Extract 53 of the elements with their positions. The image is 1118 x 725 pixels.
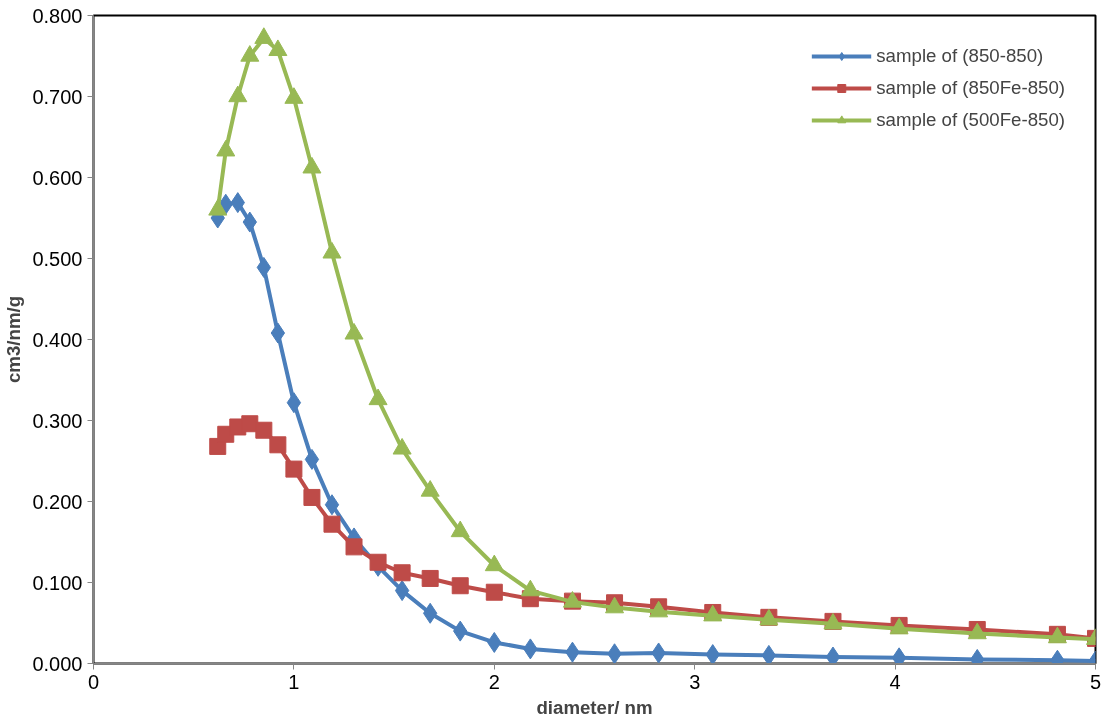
point bbox=[216, 139, 236, 157]
point bbox=[285, 460, 303, 478]
y-tick-label: 0.000 bbox=[32, 652, 83, 675]
point bbox=[303, 488, 321, 506]
point bbox=[324, 494, 340, 516]
point bbox=[344, 322, 364, 340]
y-tick-label: 0.100 bbox=[32, 571, 83, 594]
point bbox=[284, 87, 304, 104]
y-tick-label: 0.400 bbox=[32, 328, 83, 351]
point bbox=[705, 644, 720, 664]
x-tick-label: 1 bbox=[288, 670, 300, 693]
x-tick-label: 5 bbox=[1089, 670, 1102, 693]
y-tick-label: 0.700 bbox=[32, 85, 83, 108]
point bbox=[208, 199, 228, 216]
point bbox=[368, 388, 388, 406]
point bbox=[323, 515, 341, 533]
x-tick-label: 3 bbox=[689, 670, 701, 693]
legend-label: sample of (850-850) bbox=[876, 45, 1044, 67]
point bbox=[268, 39, 288, 57]
y-tick-label: 0.600 bbox=[32, 166, 83, 189]
point bbox=[345, 538, 363, 556]
x-tick-label: 2 bbox=[488, 670, 500, 693]
point bbox=[607, 643, 622, 664]
point bbox=[394, 580, 410, 602]
y-axis-title: cm3/nm/g bbox=[3, 295, 25, 384]
point bbox=[369, 553, 387, 571]
point bbox=[270, 322, 286, 344]
point bbox=[269, 436, 287, 454]
point bbox=[228, 85, 248, 103]
point bbox=[286, 392, 302, 414]
point bbox=[421, 569, 439, 587]
point bbox=[451, 577, 469, 595]
x-tick-label: 4 bbox=[889, 670, 901, 693]
point bbox=[420, 480, 440, 497]
point bbox=[485, 583, 503, 601]
point bbox=[256, 256, 272, 278]
point bbox=[393, 564, 411, 582]
point bbox=[322, 241, 342, 259]
y-tick-label: 0.500 bbox=[32, 247, 83, 270]
y-tick-label: 0.300 bbox=[32, 409, 83, 432]
point bbox=[761, 644, 777, 664]
x-tick-label: 0 bbox=[87, 670, 100, 693]
y-tick-label: 0.800 bbox=[32, 4, 83, 27]
point bbox=[240, 45, 260, 62]
point bbox=[302, 156, 322, 174]
x-axis-title: diameter/ nm bbox=[536, 696, 653, 718]
legend-label: sample of (850Fe-850) bbox=[876, 77, 1065, 99]
y-tick-label: 0.200 bbox=[32, 490, 83, 513]
legend-label: sample of (500Fe-850) bbox=[876, 109, 1065, 131]
point bbox=[304, 448, 320, 470]
point bbox=[255, 421, 273, 439]
point bbox=[254, 27, 274, 44]
point bbox=[450, 520, 470, 538]
